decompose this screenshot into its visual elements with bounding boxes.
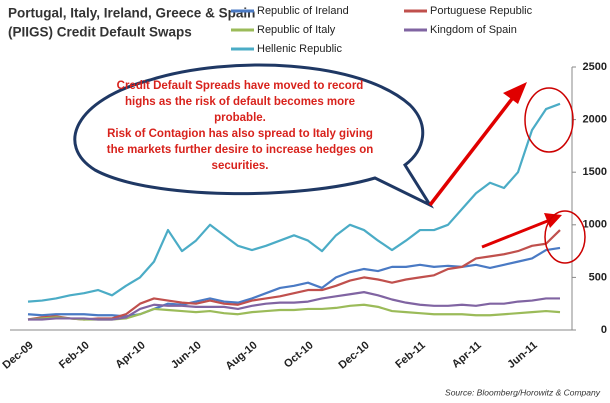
series-line — [27, 229, 561, 321]
series-line — [28, 291, 560, 321]
source: Source: Bloomberg/Horowitz & Company — [445, 387, 601, 397]
annotations: Credit Default Spreads have moved to rec… — [73, 63, 586, 264]
callout-text: Risk of Contagion has also spread to Ita… — [107, 128, 373, 140]
y-tick-label: 1000 — [583, 219, 607, 231]
legend-label: Kingdom of Spain — [430, 24, 517, 36]
arrow — [428, 93, 517, 207]
y-tick-label: 1500 — [583, 166, 607, 178]
x-tick-label: Apr-10 — [113, 339, 147, 371]
x-tick-label: Dec-10 — [336, 339, 371, 371]
x-tick-label: Jun-11 — [505, 339, 539, 371]
x-tick-label: Oct-10 — [282, 339, 316, 370]
x-tick-label: Jun-10 — [169, 339, 204, 371]
y-tick-label: 0 — [601, 324, 607, 336]
series-line — [27, 303, 561, 321]
legend-label: Portuguese Republic — [430, 5, 533, 17]
y-tick-label: 500 — [589, 271, 607, 283]
callout-text: Credit Default Spreads have moved to rec… — [117, 80, 364, 92]
callout-bubble — [73, 63, 435, 209]
series-line — [27, 102, 561, 303]
arrow — [481, 218, 551, 249]
legend-label: Republic of Ireland — [257, 5, 349, 17]
callout-text: securities. — [212, 160, 269, 172]
y-tick-label: 2000 — [583, 114, 607, 126]
highlight-circle — [544, 210, 586, 264]
x-tick-label: Aug-10 — [224, 339, 260, 372]
chart-title: Portugal, Italy, Ireland, Greece & Spain — [8, 6, 255, 21]
x-tick-label: Dec-09 — [0, 339, 35, 371]
y-tick-label: 2500 — [583, 61, 607, 73]
callout-text: probable. — [214, 112, 266, 124]
legend-label: Republic of Italy — [257, 24, 336, 36]
legend-label: Hellenic Republic — [257, 43, 342, 55]
series-line — [27, 246, 561, 318]
highlight-circle — [524, 87, 574, 153]
callout-text: highs as the risk of default becomes mor… — [125, 96, 355, 108]
arrow-head — [503, 82, 527, 104]
x-tick-label: Apr-11 — [450, 339, 484, 370]
arrow-head — [544, 213, 562, 228]
x-tick-label: Feb-10 — [57, 339, 92, 371]
callout-text: the markets further desire to increase h… — [107, 144, 374, 156]
x-tick-label: Feb-11 — [393, 339, 427, 371]
chart-title: (PIIGS) Credit Default Swaps — [8, 25, 192, 40]
